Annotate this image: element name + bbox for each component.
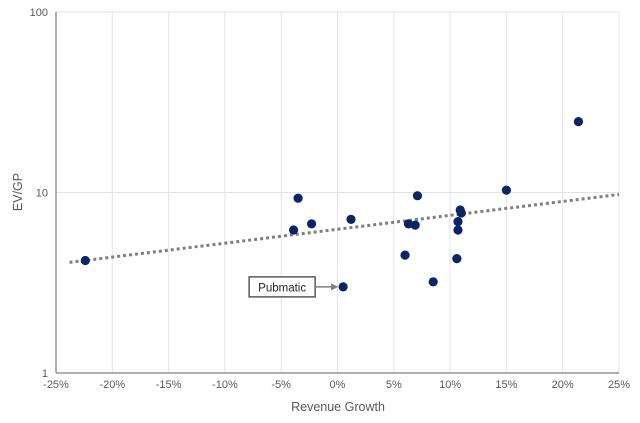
y-axis-title: EV/GP xyxy=(11,173,25,211)
data-point xyxy=(452,254,462,264)
x-tick-label: -5% xyxy=(271,379,291,391)
data-point xyxy=(453,225,463,235)
y-tick-label: 1 xyxy=(42,368,48,380)
y-tick-labels: 1 10 100 xyxy=(30,7,48,380)
trendline xyxy=(69,192,620,264)
x-tick-label: 5% xyxy=(386,379,402,391)
x-tick-labels: -25% -20% -15% -10% -5% 0% 5% 10% 15% 20% 25% xyxy=(43,379,630,391)
data-point xyxy=(412,191,423,201)
x-tick-label: -25% xyxy=(43,379,69,391)
data-point xyxy=(338,282,348,292)
data-point xyxy=(307,219,317,229)
data-point xyxy=(456,208,466,218)
gridlines xyxy=(56,11,620,373)
x-tick-label: -15% xyxy=(156,379,182,391)
data-point xyxy=(80,255,90,266)
data-point xyxy=(293,193,303,203)
x-tick-label: 0% xyxy=(330,379,346,391)
x-tick-label: -10% xyxy=(212,379,238,391)
data-point xyxy=(400,250,410,260)
annotation-label: Pubmatic xyxy=(258,282,306,294)
x-tick-label: -20% xyxy=(99,379,125,391)
data-points xyxy=(80,117,584,292)
x-axis-title: Revenue Growth xyxy=(291,400,385,414)
data-point xyxy=(288,225,299,235)
x-tick-label: 15% xyxy=(495,379,517,391)
x-tick-label: 25% xyxy=(608,379,630,391)
data-point xyxy=(428,277,438,287)
arrowhead-icon xyxy=(331,283,339,291)
x-tick-label: 20% xyxy=(552,379,574,391)
annotations: Pubmatic xyxy=(248,276,339,298)
data-point xyxy=(453,216,463,227)
y-tick-label: 10 xyxy=(36,188,48,200)
y-tick-label: 100 xyxy=(30,7,48,19)
data-point xyxy=(501,185,511,195)
data-point xyxy=(573,117,584,127)
data-point xyxy=(410,220,420,230)
data-point xyxy=(346,214,356,224)
x-tick-label: 10% xyxy=(439,379,461,391)
